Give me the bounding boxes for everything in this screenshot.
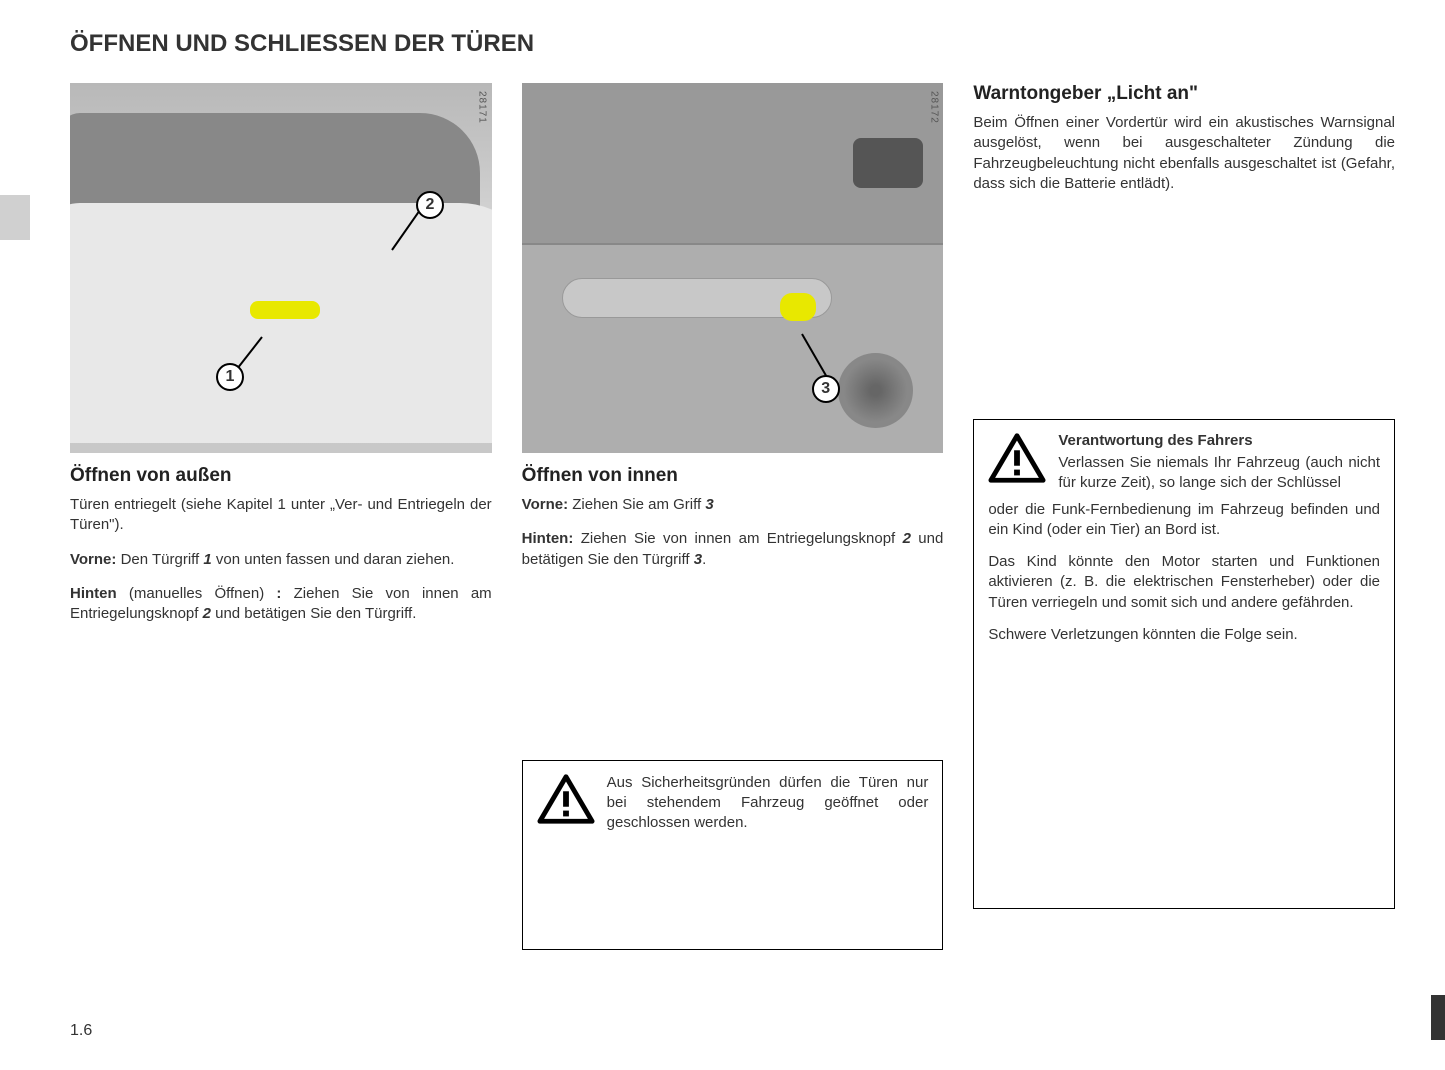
warning-icon bbox=[537, 773, 595, 825]
figure-exterior-door: 28171 2 1 bbox=[70, 83, 492, 453]
warning-box-safety: Aus Sicherheitsgründen dürfen die Türen … bbox=[522, 760, 944, 950]
heading-lights-on: Warntongeber „Licht an" bbox=[973, 83, 1395, 105]
figure-interior-door: 28172 3 bbox=[522, 83, 944, 453]
text-rear-inside: Hinten: Ziehen Sie von innen am Entriege… bbox=[522, 529, 944, 570]
callout-3: 3 bbox=[812, 375, 840, 403]
warning-p3: Schwere Verletzungen könnten die Folge s… bbox=[988, 625, 1380, 645]
column-3: Warntongeber „Licht an" Beim Öffnen eine… bbox=[973, 83, 1395, 950]
heading-open-inside: Öffnen von innen bbox=[522, 465, 944, 487]
warning-p2: Das Kind könnte den Motor starten und Fu… bbox=[988, 552, 1380, 613]
callout-1: 1 bbox=[216, 363, 244, 391]
figure-number: 28172 bbox=[928, 91, 939, 124]
column-2: 28172 3 Öffnen von innen Vorne: Ziehen S… bbox=[522, 83, 944, 950]
text-lights-on: Beim Öffnen einer Vordertür wird ein aku… bbox=[973, 113, 1395, 194]
warning-title: Verantwortung des Fahrers bbox=[1058, 432, 1380, 449]
warning-safety-text: Aus Sicherheitsgründen dürfen die Türen … bbox=[607, 773, 929, 834]
warning-box-responsibility: Verantwortung des Fahrers Verlassen Sie … bbox=[973, 419, 1395, 909]
column-1: 28171 2 1 Öffnen von außen Türen entrieg… bbox=[70, 83, 492, 950]
page-title: ÖFFNEN UND SCHLIESSEN DER TÜREN bbox=[70, 30, 1395, 58]
text-unlock-ref: Türen entriegelt (siehe Kapitel 1 unter … bbox=[70, 495, 492, 536]
page-number: 1.6 bbox=[70, 1022, 92, 1040]
section-tab-marker bbox=[0, 195, 30, 240]
warning-p1-cont: oder die Funk-Fernbedienung im Fahrzeug … bbox=[988, 500, 1380, 541]
text-front-inside: Vorne: Ziehen Sie am Griff 3 bbox=[522, 495, 944, 515]
callout-2: 2 bbox=[416, 191, 444, 219]
warning-p1-start: Verlassen Sie niemals Ihr Fahrzeug (auch… bbox=[1058, 453, 1380, 494]
text-front-outside: Vorne: Den Türgriff 1 von unten fassen u… bbox=[70, 550, 492, 570]
corner-tab bbox=[1431, 995, 1445, 1040]
warning-icon bbox=[988, 432, 1046, 484]
text-rear-outside: Hinten (manuelles Öffnen) : Ziehen Sie v… bbox=[70, 584, 492, 625]
figure-number: 28171 bbox=[477, 91, 488, 124]
heading-open-outside: Öffnen von außen bbox=[70, 465, 492, 487]
